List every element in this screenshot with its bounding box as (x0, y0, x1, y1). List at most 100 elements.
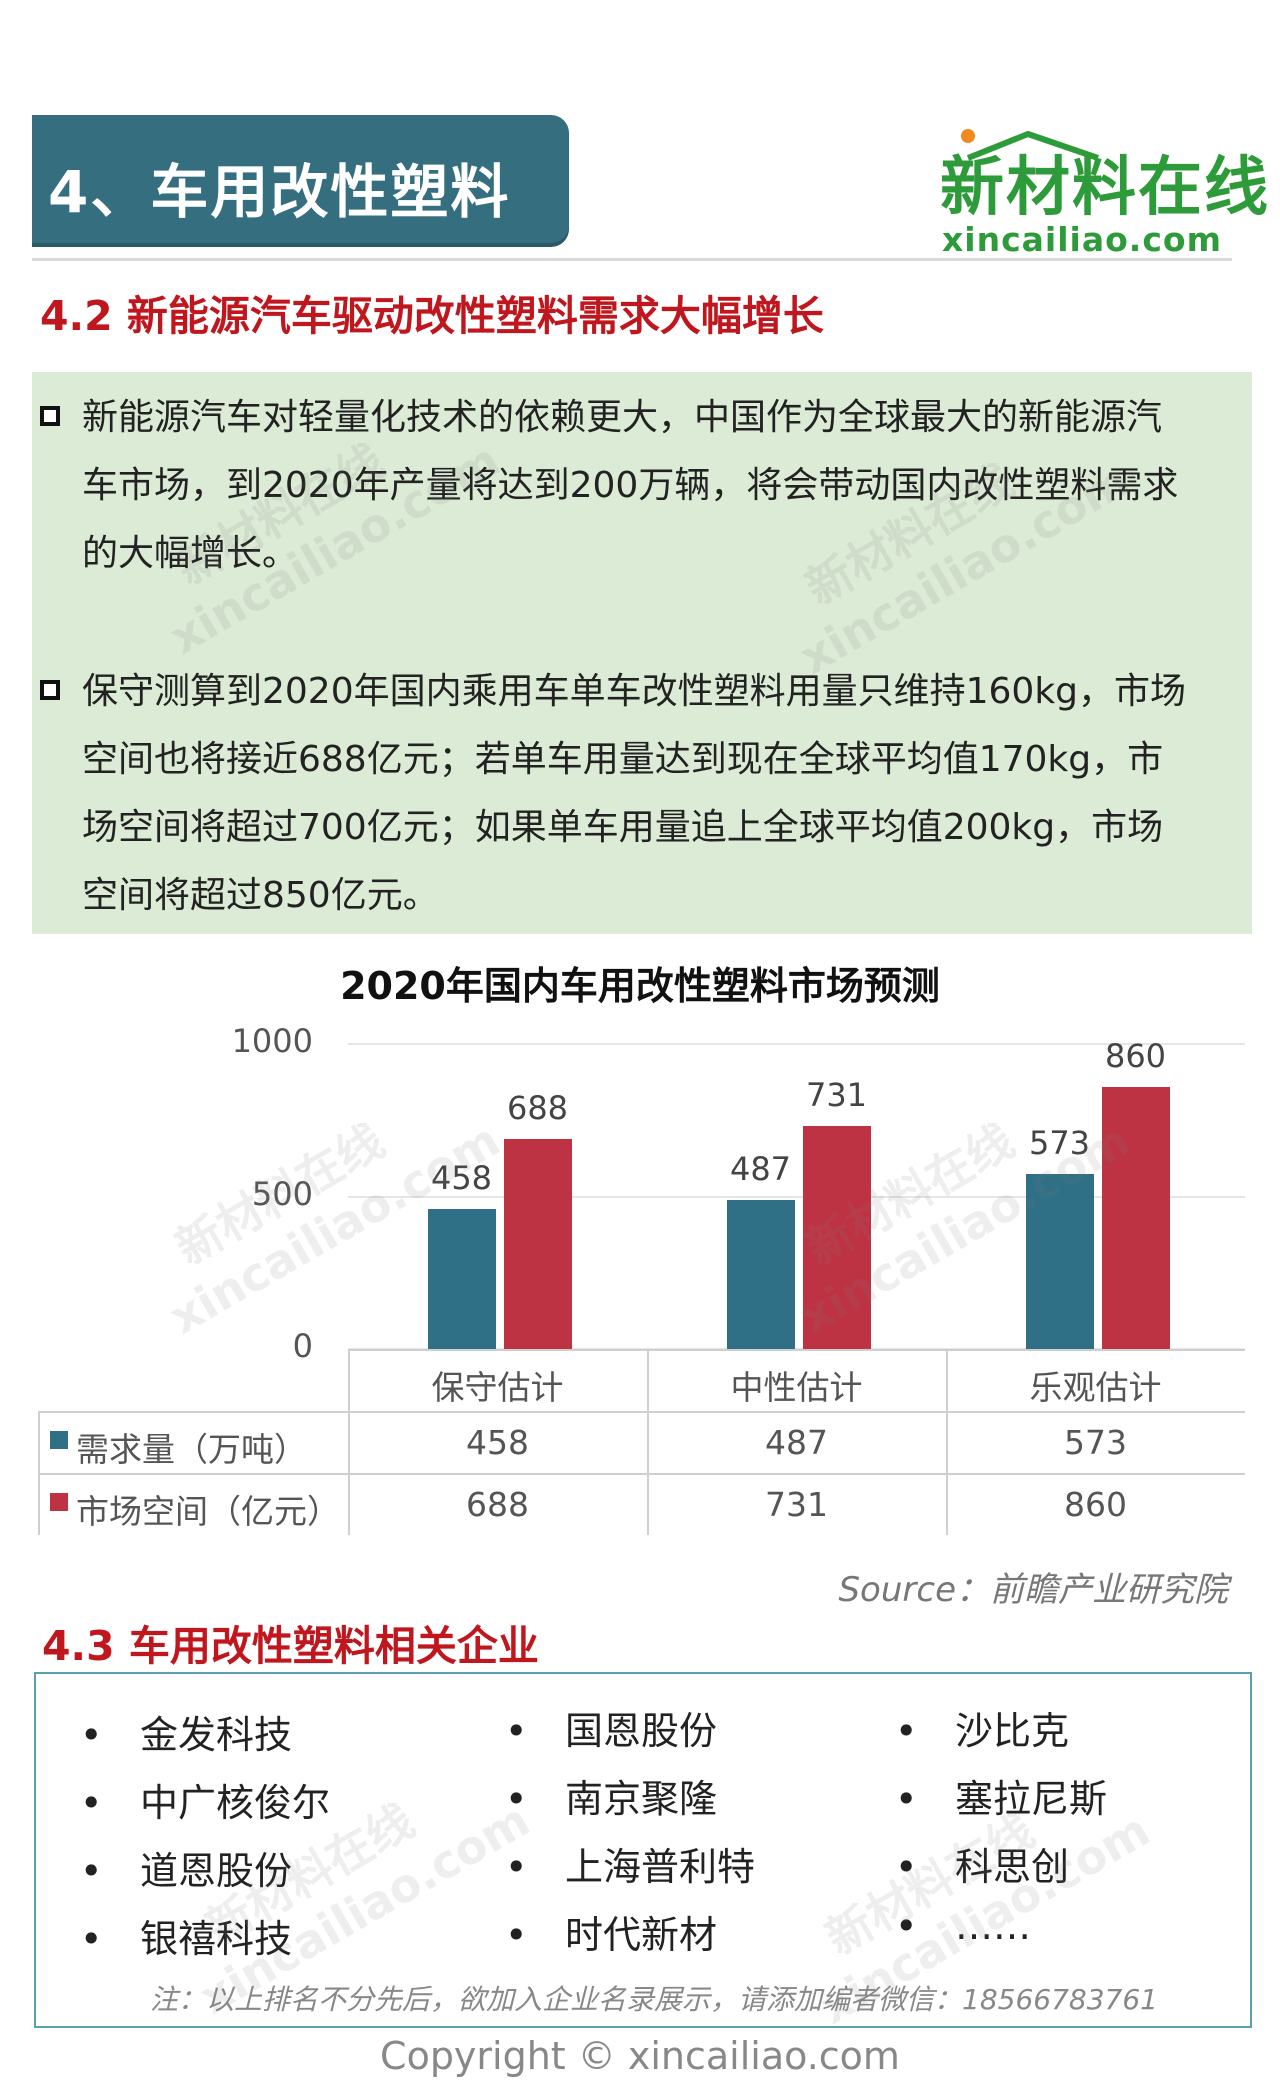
company-list-box (34, 1672, 1252, 2028)
legend-label: 需求量（万吨） (76, 1430, 307, 1469)
company-name: 中广核俊尔 (140, 1781, 331, 1825)
company-list-item: • 国恩股份 (505, 1700, 717, 1755)
bar (726, 1200, 795, 1349)
data-label: 573 (1028, 1124, 1091, 1163)
legend-label: 市场空间（亿元） (76, 1492, 340, 1531)
table-value: 573 (1064, 1423, 1127, 1462)
section-title-tab: 4、车用改性塑料 (32, 115, 569, 243)
table-rule (647, 1349, 649, 1535)
company-name: 南京聚隆 (565, 1777, 718, 1821)
table-rule (38, 1411, 1245, 1413)
logo-text-cn: 新材料在线 (940, 151, 1270, 225)
paragraph-line: 空间将超过850亿元。 (82, 875, 439, 916)
data-label: 487 (729, 1150, 792, 1189)
gridline (348, 1043, 1245, 1045)
table-value: 458 (466, 1423, 529, 1462)
company-list-item: • 时代新材 (505, 1904, 717, 1959)
gridline (348, 1195, 1245, 1198)
bar (427, 1209, 496, 1349)
company-name: 道恩股份 (140, 1849, 293, 1893)
bar (1101, 1086, 1170, 1349)
table-rule (38, 1473, 1245, 1475)
paragraph-line: 空间也将接近688亿元；若单车用量达到现在全球平均值170kg，市 (82, 739, 1164, 780)
square-bullet-icon (40, 680, 60, 700)
footnote: 注：以上排名不分先后，欲加入企业名录展示，请添加编者微信：18566783761 (150, 1983, 1158, 2016)
company-name: 塞拉尼斯 (955, 1777, 1108, 1821)
company-list-item: • 南京聚隆 (505, 1768, 717, 1823)
bar-chart: 0 500 1000 458 688 487 731 573 860 保守估计 458 688 中性估计… (38, 1022, 1245, 1535)
bar (1025, 1174, 1094, 1349)
copyright: Copyright © xincailiao.com (380, 2034, 900, 2078)
company-name: 上海普利特 (565, 1845, 756, 1889)
data-label: 688 (506, 1089, 569, 1128)
company-name: 科思创 (955, 1845, 1070, 1889)
brand-logo: 新材料在线 xincailiao.com (928, 118, 1270, 259)
bullet-dot-icon: • (505, 1709, 528, 1753)
company-list-item: • …… (895, 1904, 1031, 1948)
bar (503, 1139, 572, 1349)
table-value: 860 (1064, 1485, 1127, 1524)
company-name: 沙比克 (955, 1709, 1070, 1753)
section-4-3-title: 4.3 车用改性塑料相关企业 (42, 1622, 539, 1670)
company-list-item: • 科思创 (895, 1836, 1069, 1891)
company-name: …… (955, 1904, 1031, 1948)
paragraph-1: 新能源汽车对轻量化技术的依赖更大，中国作为全球最大的新能源汽 车市场，到2020… (40, 384, 1179, 588)
company-name: 国恩股份 (565, 1709, 718, 1753)
info-box: 新能源汽车对轻量化技术的依赖更大，中国作为全球最大的新能源汽 车市场，到2020… (32, 372, 1252, 934)
bullet-dot-icon: • (895, 1845, 918, 1889)
table-rule (348, 1349, 1245, 1351)
paragraph-2: 保守测算到2020年国内乘用车单车改性塑料用量只维持160kg，市场 空间也将接… (40, 658, 1187, 930)
bullet-dot-icon: • (505, 1777, 528, 1821)
table-value: 731 (765, 1485, 828, 1524)
bullet-dot-icon: • (80, 1917, 103, 1961)
company-list-item: • 上海普利特 (505, 1836, 755, 1891)
company-list-item: • 塞拉尼斯 (895, 1768, 1107, 1823)
y-tick-label: 1000 (231, 1022, 313, 1060)
table-value: 688 (466, 1485, 529, 1524)
company-list-item: • 银禧科技 (80, 1908, 292, 1963)
bullet-dot-icon: • (895, 1777, 918, 1821)
data-label: 860 (1104, 1036, 1167, 1075)
paragraph-line: 保守测算到2020年国内乘用车单车改性塑料用量只维持160kg，市场 (82, 671, 1187, 712)
company-list-item: • 中广核俊尔 (80, 1772, 330, 1827)
bullet-dot-icon: • (80, 1713, 103, 1757)
company-list-item: • 沙比克 (895, 1700, 1069, 1755)
company-name: 时代新材 (565, 1913, 718, 1957)
x-category-label: 保守估计 (431, 1368, 564, 1407)
bullet-dot-icon: • (505, 1913, 528, 1957)
paragraph-line: 场空间将超过700亿元；如果单车用量追上全球平均值200kg，市场 (82, 807, 1164, 848)
x-category-label: 中性估计 (730, 1368, 863, 1407)
section-4-2-title: 4.2 新能源汽车驱动改性塑料需求大幅增长 (40, 292, 824, 340)
data-label: 458 (430, 1159, 493, 1198)
legend-swatch (50, 1493, 68, 1511)
bullet-dot-icon: • (80, 1849, 103, 1893)
legend-swatch (50, 1431, 68, 1449)
logo-roof-icon (961, 129, 1099, 161)
bullet-dot-icon: • (505, 1845, 528, 1889)
bullet-dot-icon: • (80, 1781, 103, 1825)
company-list-item: • 道恩股份 (80, 1840, 292, 1895)
table-value: 487 (765, 1423, 828, 1462)
source-note: Source：前瞻产业研究院 (838, 1570, 1228, 1610)
y-tick-label: 500 (251, 1174, 313, 1213)
x-category-label: 乐观估计 (1029, 1368, 1162, 1407)
logo-text-en: xincailiao.com (942, 220, 1222, 259)
company-name: 金发科技 (140, 1713, 293, 1757)
y-tick-label: 0 (292, 1327, 313, 1365)
data-label: 731 (805, 1076, 868, 1115)
table-rule (348, 1349, 350, 1535)
bar (802, 1126, 871, 1349)
company-name: 银禧科技 (140, 1917, 293, 1961)
square-bullet-icon (40, 406, 60, 426)
company-list-item: • 金发科技 (80, 1704, 292, 1759)
table-rule (38, 1411, 40, 1535)
paragraph-line: 车市场，到2020年产量将达到200万辆，将会带动国内改性塑料需求 (82, 465, 1179, 506)
paragraph-line: 的大幅增长。 (82, 533, 299, 574)
section-title: 4、车用改性塑料 (48, 158, 511, 226)
table-rule (946, 1349, 948, 1535)
bullet-dot-icon: • (895, 1904, 918, 1948)
chart-title: 2020年国内车用改性塑料市场预测 (340, 964, 940, 1008)
bullet-dot-icon: • (895, 1709, 918, 1753)
header-divider (32, 258, 1232, 261)
paragraph-line: 新能源汽车对轻量化技术的依赖更大，中国作为全球最大的新能源汽 (82, 397, 1163, 438)
